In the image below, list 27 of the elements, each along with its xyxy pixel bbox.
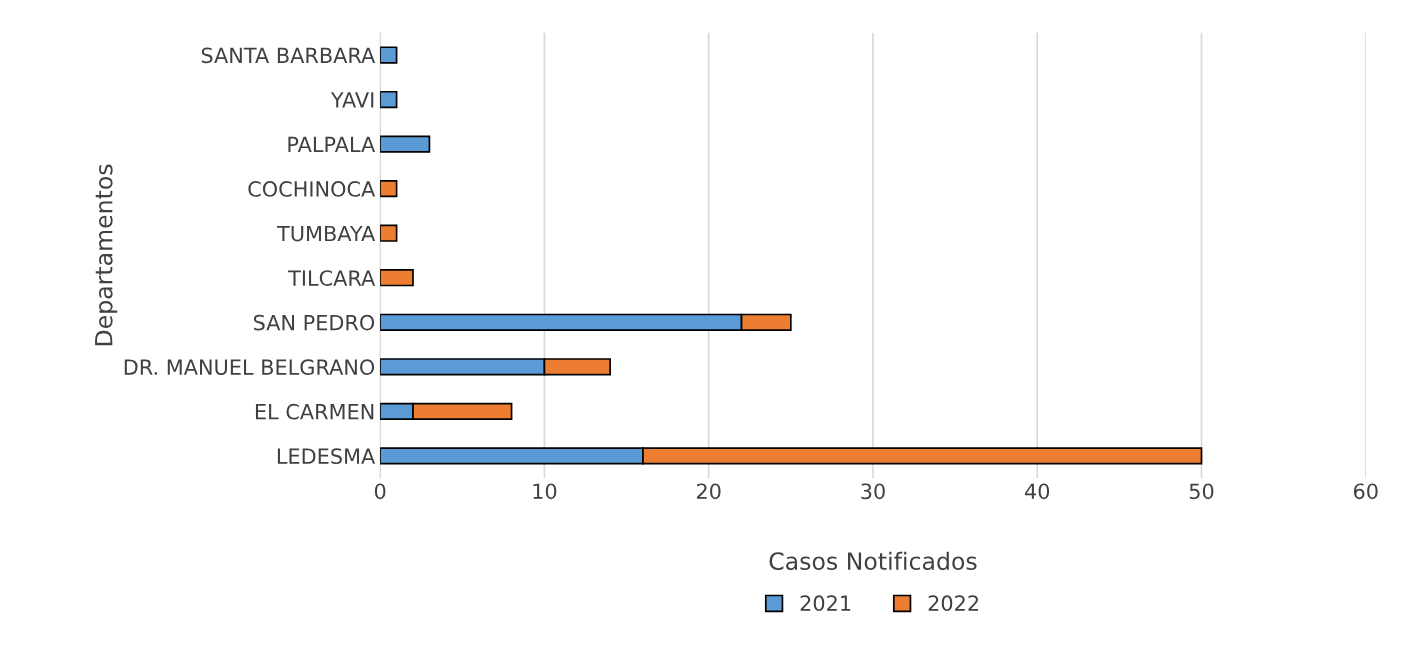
x-tick-label: 10 [533, 483, 557, 500]
y-tick-label: YAVI [330, 92, 374, 108]
y-tick-label: LEDESMA [277, 448, 376, 465]
legend-label: 2021 [800, 595, 851, 612]
y-tick-label: DR. MANUEL BELGRANO [124, 359, 375, 376]
bar [380, 135, 431, 153]
x-tick-label: 60 [1353, 483, 1378, 500]
y-tick-label: TILCARA [288, 270, 376, 286]
y-tick-label: COCHINOCA [248, 181, 376, 197]
y-tick-label: SAN PEDRO [253, 314, 375, 331]
y-tick-label: TUMBAYA [277, 225, 376, 242]
x-tick-label: 20 [696, 483, 721, 500]
bar [380, 90, 398, 109]
y-tick-label: EL CARMEN [255, 403, 374, 420]
bar [380, 269, 414, 287]
x-tick-label: 50 [1189, 483, 1214, 500]
legend-label: 2022 [928, 595, 979, 612]
x-tick-label: 40 [1024, 483, 1050, 500]
bar [380, 224, 398, 242]
x-axis-title: Casos Notificados [769, 551, 977, 571]
y-axis-title: Departamentos [95, 164, 118, 346]
x-tick-label: 30 [861, 483, 885, 500]
y-tick-label: PALPALA [288, 136, 376, 153]
x-tick-label: 0 [374, 483, 386, 500]
bar [380, 180, 398, 198]
y-tick-label: SANTA BARBARA [201, 47, 376, 64]
bar [380, 46, 398, 64]
